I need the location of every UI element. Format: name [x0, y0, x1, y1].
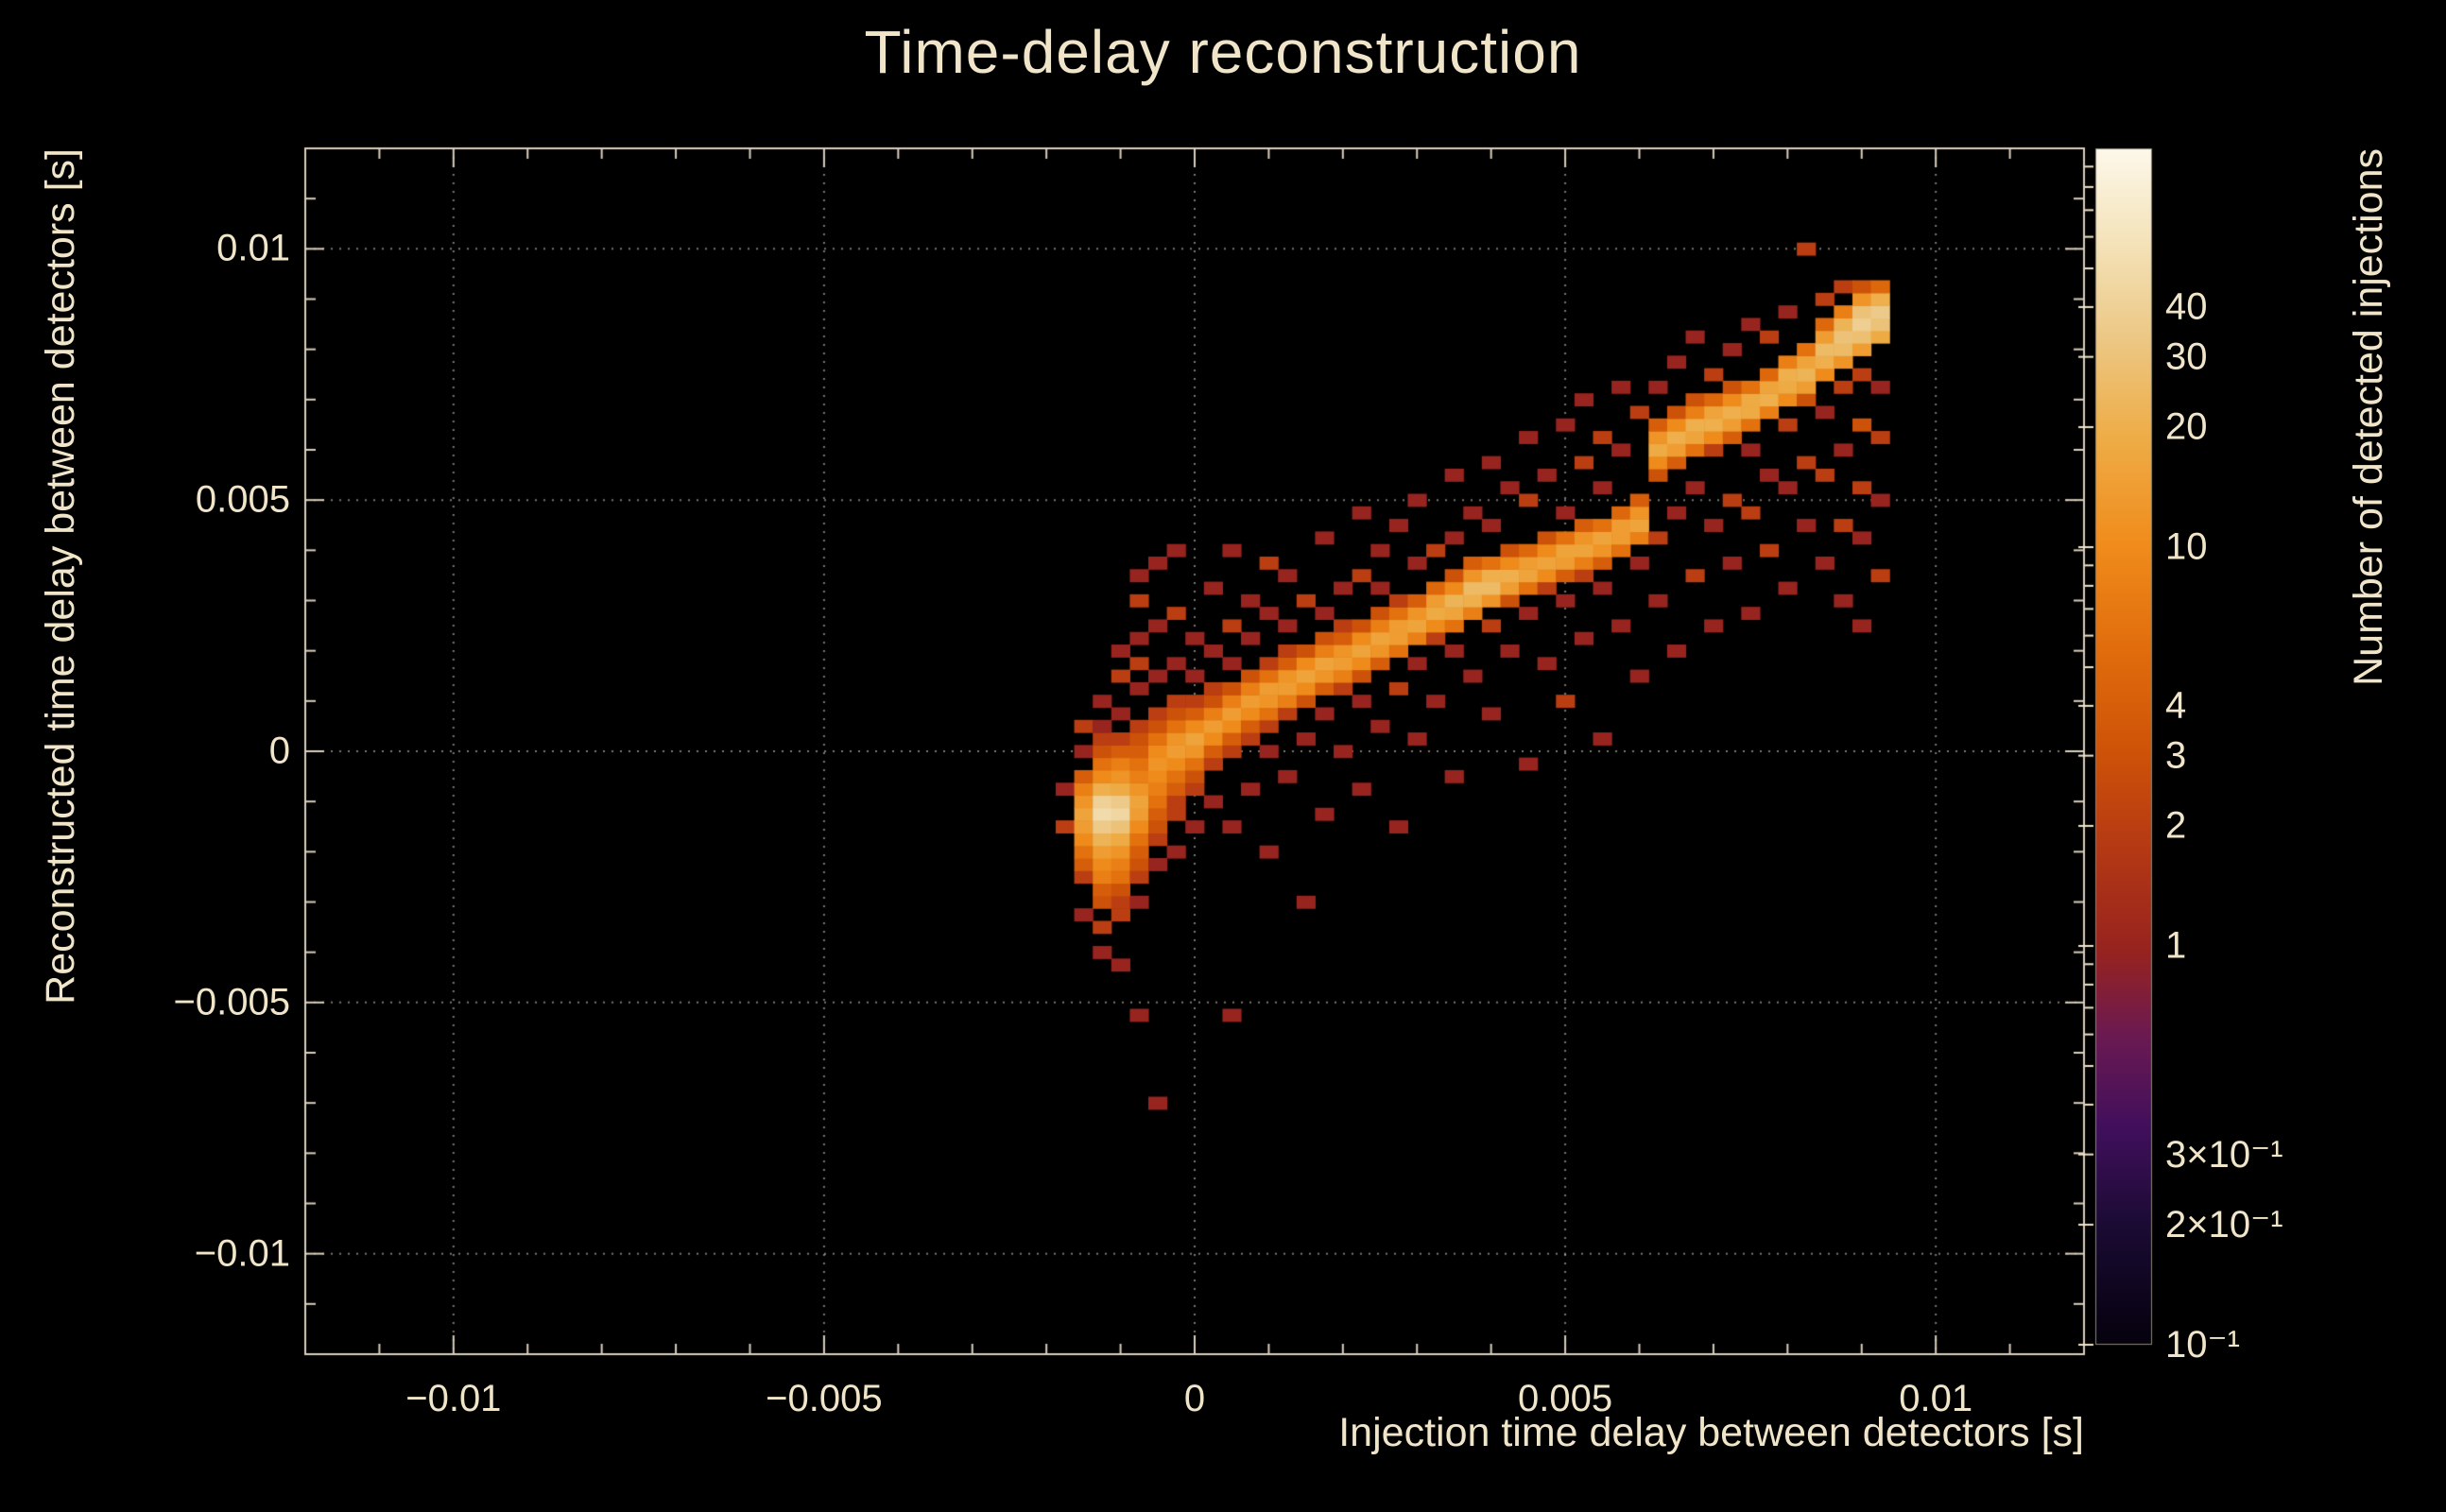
colorbar-tick-label: 4: [2165, 684, 2187, 727]
y-axis-title: Reconstructed time delay between detecto…: [38, 148, 83, 1005]
colorbar-tick-label: 30: [2165, 335, 2208, 378]
x-tick-label: 0: [1183, 1378, 1206, 1419]
colorbar-tick-label: 1: [2165, 924, 2187, 967]
y-tick-label: −0.005: [173, 981, 290, 1023]
colorbar-tick-label: 10⁻¹: [2165, 1324, 2240, 1366]
y-tick-label: 0: [268, 730, 290, 772]
colorbar-tick-label: 2: [2165, 804, 2187, 847]
x-axis-title: Injection time delay between detectors […: [1338, 1410, 2084, 1455]
x-tick-label: −0.005: [766, 1378, 883, 1419]
colorbar-tick-label: 3×10⁻¹: [2165, 1133, 2283, 1176]
chart-title: Time-delay reconstruction: [864, 18, 1582, 86]
colorbar-axis-title: Number of detected injections: [2346, 148, 2391, 686]
colorbar-tick-label: 20: [2165, 405, 2208, 448]
x-tick-label: 0.01: [1899, 1378, 1973, 1419]
colorbar-tick-label: 10: [2165, 525, 2208, 568]
y-tick-label: −0.01: [194, 1232, 290, 1275]
colorbar-tick-label: 3: [2165, 734, 2187, 777]
x-tick-label: 0.005: [1518, 1378, 1613, 1419]
y-tick-label: 0.01: [216, 227, 290, 269]
colorbar-tick-label: 40: [2165, 285, 2208, 328]
y-tick-label: 0.005: [195, 478, 290, 521]
x-tick-label: −0.01: [405, 1378, 502, 1419]
colorbar-tick-label: 2×10⁻¹: [2165, 1203, 2283, 1246]
